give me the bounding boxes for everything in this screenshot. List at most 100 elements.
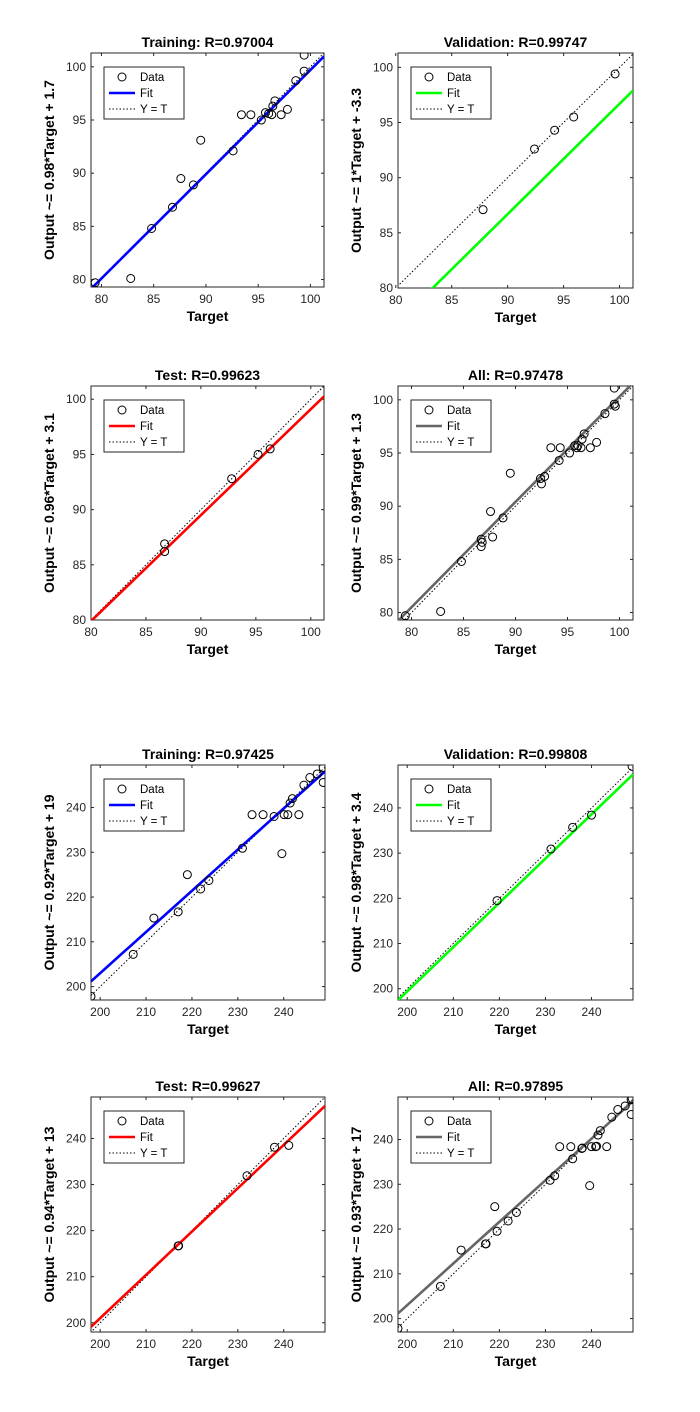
fit-line [398,386,632,620]
chart-title: Test: R=0.99623 [155,367,260,383]
y-tick-label: 240 [66,801,86,815]
regression-panel-5: 200 210 220 230 240 200 210 220 230 240 Data Fit Y =… [41,746,326,1037]
y-tick-label: 200 [373,1312,393,1326]
x-axis-label: Target [495,1021,537,1037]
x-tick-label: 90 [501,293,515,307]
x-tick-label: 210 [443,1005,463,1019]
data-point [498,513,508,523]
data-point [610,401,620,411]
x-tick-label: 95 [249,625,263,639]
y-tick-label: 90 [73,503,87,517]
legend-data-marker [117,784,127,794]
x-tick-label: 220 [489,1005,509,1019]
data-point [476,542,486,552]
data-point [299,53,309,60]
data-point [626,1097,633,1105]
y-axis-label: Output ~= 0.94*Target + 13 [41,1126,57,1302]
data-point [128,949,138,959]
legend-data-label: Data [447,72,472,84]
x-tick-label: 230 [228,1005,248,1019]
plot-contents [398,53,633,288]
data-point [577,434,587,444]
legend-identity-label: Y = T [447,437,474,449]
legend-box [410,778,492,832]
data-point [554,455,564,465]
data-point [569,112,579,122]
plot-contents [398,386,633,620]
legend-fit-label: Fit [447,88,461,100]
data-point [546,844,556,854]
x-tick-label: 95 [251,292,265,306]
x-tick-label: 90 [194,625,208,639]
x-axis-label: Target [187,641,229,657]
y-tick-label: 100 [66,60,86,74]
data-point [149,913,159,923]
data-point [627,765,633,771]
data-point [565,448,575,458]
x-tick-label: 220 [182,1005,202,1019]
x-axis-label: Target [495,1353,537,1369]
data-point [492,1226,502,1236]
y-tick-label: 200 [66,1316,86,1330]
data-point [305,773,315,783]
y-tick-label: 90 [73,166,87,180]
data-point [503,1216,513,1226]
data-point [540,471,550,481]
identity-line [398,1098,633,1329]
y-tick-label: 95 [380,446,394,460]
x-tick-label: 100 [301,625,321,639]
legend-data-label: Data [447,405,472,417]
y-axis-label: Output ~= 0.92*Target + 19 [41,794,57,970]
data-point [477,537,487,547]
y-axis-label: Output ~= 0.96*Target + 3.1 [41,413,57,593]
chart-title: Validation: R=0.99747 [444,34,588,50]
legend-fit-label: Fit [447,1132,461,1144]
x-tick-label: 230 [228,1337,248,1351]
y-axis-label: Output ~= 0.98*Target + 3.4 [348,792,364,972]
x-tick-label: 200 [397,1337,417,1351]
data-point [270,1142,280,1152]
y-tick-label: 85 [380,552,394,566]
data-point [246,110,256,120]
regression-panel-1: 80 85 90 95 100 80 85 90 95 100 Data Fit Y = T Traini… [41,34,325,324]
regression-panel-4: 80 85 90 95 100 80 85 90 95 100 Data Fit Y = T All: R… [348,367,634,657]
regression-panel-6: 200 210 220 230 240 200 210 220 230 240 Data Fit Y =… [348,746,634,1037]
x-tick-label: 80 [84,625,98,639]
data-point [253,449,263,459]
y-axis-label: Output ~= 0.99*Target + 1.3 [348,413,364,593]
x-tick-label: 240 [582,1337,602,1351]
data-point [268,101,278,111]
legend-data-marker [117,405,127,415]
data-point [511,1207,521,1217]
data-point [595,1126,605,1136]
y-tick-label: 100 [373,60,393,74]
data-point [267,110,277,120]
data-point [237,843,247,853]
data-point [573,441,583,451]
data-point [227,474,237,484]
y-tick-label: 85 [73,558,87,572]
data-point [568,822,578,832]
legend-fit-label: Fit [140,800,154,812]
data-point [620,1101,630,1111]
data-point [312,769,322,779]
legend-data-marker [424,1116,434,1126]
data-point [613,1105,623,1115]
x-tick-label: 85 [147,292,161,306]
y-tick-label: 80 [73,613,87,627]
y-tick-label: 210 [66,1270,86,1284]
legend-identity-label: Y = T [447,816,474,828]
y-tick-label: 85 [73,219,87,233]
data-point [627,1097,633,1103]
y-tick-label: 100 [66,392,86,406]
data-point [265,444,275,454]
legend-fit-label: Fit [140,1132,154,1144]
data-point [587,1142,597,1152]
plot-contents [91,765,325,1000]
data-point [536,479,546,489]
x-tick-label: 85 [457,625,471,639]
data-point [490,1202,500,1212]
data-point [147,224,157,233]
data-point [492,896,502,906]
